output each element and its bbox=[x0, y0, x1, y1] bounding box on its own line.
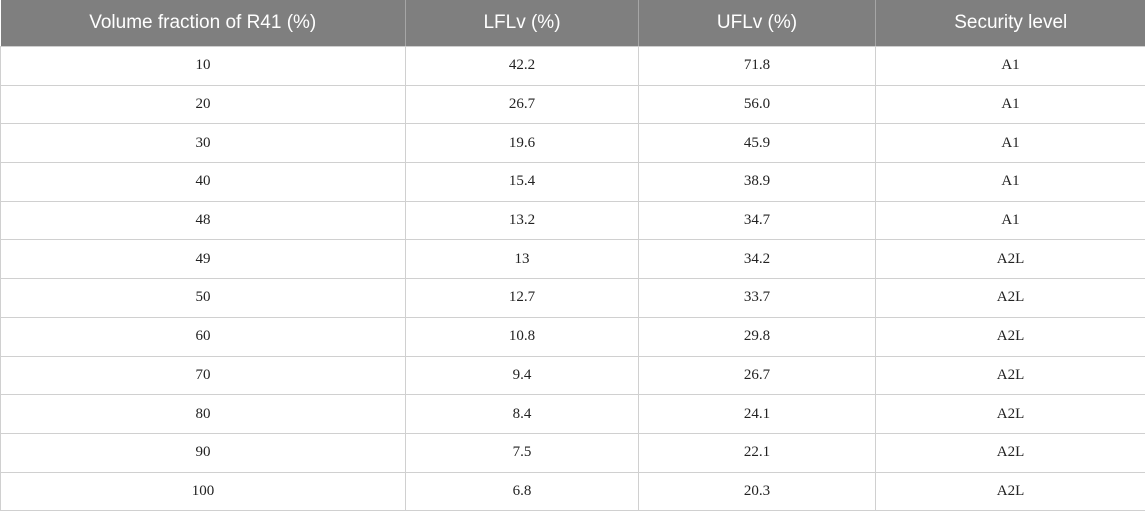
cell-volume-fraction: 50 bbox=[1, 279, 406, 318]
cell-volume-fraction: 60 bbox=[1, 317, 406, 356]
cell-security-level: A2L bbox=[876, 433, 1145, 472]
cell-security-level: A1 bbox=[876, 163, 1145, 202]
cell-security-level: A1 bbox=[876, 124, 1145, 163]
header-row: Volume fraction of R41 (%) LFLv (%) UFLv… bbox=[1, 0, 1145, 47]
cell-uflv: 34.7 bbox=[639, 201, 876, 240]
cell-security-level: A1 bbox=[876, 201, 1145, 240]
cell-uflv: 56.0 bbox=[639, 85, 876, 124]
cell-uflv: 22.1 bbox=[639, 433, 876, 472]
cell-volume-fraction: 30 bbox=[1, 124, 406, 163]
cell-security-level: A2L bbox=[876, 317, 1145, 356]
header-volume-fraction: Volume fraction of R41 (%) bbox=[1, 0, 406, 47]
cell-uflv: 71.8 bbox=[639, 47, 876, 86]
cell-volume-fraction: 40 bbox=[1, 163, 406, 202]
cell-security-level: A1 bbox=[876, 85, 1145, 124]
cell-security-level: A2L bbox=[876, 240, 1145, 279]
cell-lflv: 15.4 bbox=[406, 163, 639, 202]
cell-lflv: 7.5 bbox=[406, 433, 639, 472]
cell-lflv: 8.4 bbox=[406, 395, 639, 434]
cell-security-level: A1 bbox=[876, 47, 1145, 86]
cell-volume-fraction: 49 bbox=[1, 240, 406, 279]
cell-uflv: 29.8 bbox=[639, 317, 876, 356]
cell-lflv: 13 bbox=[406, 240, 639, 279]
cell-security-level: A2L bbox=[876, 395, 1145, 434]
cell-uflv: 20.3 bbox=[639, 472, 876, 511]
cell-security-level: A2L bbox=[876, 279, 1145, 318]
cell-volume-fraction: 70 bbox=[1, 356, 406, 395]
cell-security-level: A2L bbox=[876, 356, 1145, 395]
cell-uflv: 38.9 bbox=[639, 163, 876, 202]
header-security-level: Security level bbox=[876, 0, 1145, 47]
cell-lflv: 9.4 bbox=[406, 356, 639, 395]
table-header: Volume fraction of R41 (%) LFLv (%) UFLv… bbox=[1, 0, 1145, 47]
cell-volume-fraction: 100 bbox=[1, 472, 406, 511]
cell-lflv: 13.2 bbox=[406, 201, 639, 240]
cell-security-level: A2L bbox=[876, 472, 1145, 511]
cell-volume-fraction: 90 bbox=[1, 433, 406, 472]
cell-uflv: 45.9 bbox=[639, 124, 876, 163]
header-uflv: UFLv (%) bbox=[639, 0, 876, 47]
cell-volume-fraction: 20 bbox=[1, 85, 406, 124]
cell-volume-fraction: 10 bbox=[1, 47, 406, 86]
cell-uflv: 33.7 bbox=[639, 279, 876, 318]
cell-uflv: 24.1 bbox=[639, 395, 876, 434]
cell-lflv: 6.8 bbox=[406, 472, 639, 511]
cell-uflv: 34.2 bbox=[639, 240, 876, 279]
cell-lflv: 19.6 bbox=[406, 124, 639, 163]
cell-lflv: 26.7 bbox=[406, 85, 639, 124]
cell-lflv: 12.7 bbox=[406, 279, 639, 318]
cell-lflv: 42.2 bbox=[406, 47, 639, 86]
cell-volume-fraction: 80 bbox=[1, 395, 406, 434]
cell-lflv: 10.8 bbox=[406, 317, 639, 356]
cell-uflv: 26.7 bbox=[639, 356, 876, 395]
header-lflv: LFLv (%) bbox=[406, 0, 639, 47]
cell-volume-fraction: 48 bbox=[1, 201, 406, 240]
